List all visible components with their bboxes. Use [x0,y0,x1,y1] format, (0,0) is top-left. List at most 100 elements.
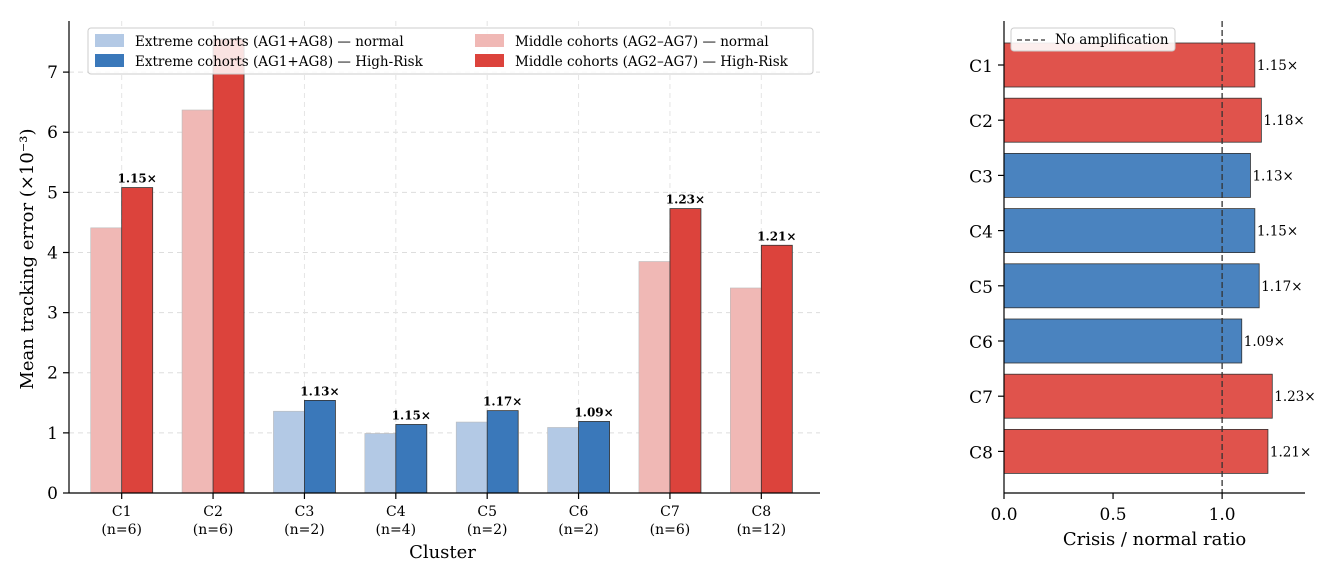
bar-normal-c4 [364,433,397,494]
ratio-bar-c6 [1003,318,1243,364]
bar-normal-c3 [273,410,305,494]
left-y-tick-label: 7 [47,63,58,83]
bar-high-risk-c8 [760,244,793,494]
left-x-axis-label: Cluster [409,542,476,563]
bar-normal-c6 [547,427,579,494]
left-y-ticks: 0 1 2 3 4 5 6 7 [47,63,69,504]
right-y-tick-label: C5 [969,278,993,298]
right-x-tick-label: 0.0 [990,505,1017,525]
left-y-tick-label: 0 [47,484,58,504]
ratio-label-c8: 1.21× [757,229,796,243]
bar-normal-c7 [638,261,671,494]
bar-high-risk-c7 [669,208,702,494]
left-x-tick-sublabel: (n=6) [650,522,691,538]
ratio-label-c7: 1.23× [666,193,705,207]
bar-high-risk-c2 [212,38,245,494]
left-legend-label: Middle cohorts (AG2–AG7) — normal [515,34,769,50]
ratio-bar-c8 [1003,428,1269,474]
bar-normal-c8 [730,287,762,494]
right-y-tick-label: C4 [969,223,993,243]
left-y-tick-label: 5 [47,183,58,203]
ratio-value-c7: 1.23× [1274,389,1315,405]
left-x-ticks: C1 (n=6) C2 (n=6) C3 (n=2) C4 (n=4) C5 (n=2) C6 (n=… [101,493,786,538]
right-bars [1003,42,1273,474]
ratio-bar-c5 [1003,263,1260,309]
ratio-value-c6: 1.09× [1244,334,1285,350]
left-x-tick-sublabel: (n=2) [558,522,599,538]
right-x-axis-label: Crisis / normal ratio [1063,529,1246,550]
ratio-label-c3: 1.13× [300,384,339,398]
bar-normal-c1 [90,227,122,494]
right-x-tick-label: 1.0 [1209,505,1236,525]
right-y-tick-label: C6 [969,333,993,353]
left-y-axis-label: Mean tracking error (×10⁻³) [17,128,38,389]
left-x-tick-label: C5 [477,504,497,520]
right-x-tick-label: 0.5 [1100,505,1127,525]
left-y-tick-label: 1 [47,424,58,444]
left-legend-swatch [475,34,504,47]
bar-normal-c2 [181,109,214,494]
left-x-tick-label: C3 [295,504,315,520]
left-bars [90,38,793,494]
bar-high-risk-c5 [486,410,519,494]
ratio-bar-c4 [1003,208,1256,254]
left-x-tick-sublabel: (n=2) [284,522,325,538]
left-legend-swatch [475,54,504,67]
left-y-tick-label: 4 [47,243,58,263]
left-x-tick-sublabel: (n=4) [376,522,417,538]
left-legend-label: Extreme cohorts (AG1+AG8) — normal [135,34,404,50]
ratio-label-c1: 1.15× [118,172,157,186]
bar-high-risk-c1 [121,187,154,494]
left-x-tick-sublabel: (n=6) [193,522,234,538]
left-x-tick-label: C7 [660,504,680,520]
left-legend-swatch [95,54,124,67]
left-y-tick-label: 6 [47,123,58,143]
left-ratio-labels: 1.15× 1.13× 1.15× 1.17× 1.09× 1.23× 1.21× [118,172,797,423]
left-gridlines [69,21,820,494]
bar-high-risk-c3 [304,400,336,494]
ratio-value-c5: 1.17× [1261,279,1302,295]
right-y-tick-label: C3 [969,167,993,187]
ratio-bar-c7 [1003,373,1273,419]
left-x-tick-sublabel: (n=2) [467,522,508,538]
right-value-labels: 1.15× 1.18× 1.13× 1.15× 1.17× 1.09× 1.23× 1.21× [1244,58,1316,460]
ratio-label-c5: 1.17× [483,395,522,409]
right-legend: No amplification [1010,27,1176,52]
left-y-tick-label: 3 [47,304,58,324]
ratio-value-c8: 1.21× [1270,444,1311,460]
left-x-tick-label: C1 [112,504,132,520]
right-y-tick-label: C8 [969,443,993,463]
right-legend-frame [1010,27,1176,52]
left-legend-frame [87,27,814,75]
right-x-ticks: 0.0 0.5 1.0 [990,493,1236,525]
left-x-tick-label: C4 [386,504,406,520]
right-y-tick-label: C1 [969,57,993,77]
left-x-tick-label: C2 [203,504,223,520]
right-y-tick-label: C7 [969,388,993,408]
left-legend-label: Extreme cohorts (AG1+AG8) — High-Risk [135,54,424,70]
bar-high-risk-c6 [578,421,610,494]
left-x-tick-label: C8 [752,504,772,520]
ratio-value-c4: 1.15× [1257,224,1298,240]
ratio-bar-c3 [1003,152,1251,198]
ratio-label-c4: 1.15× [392,408,431,422]
ratio-label-c6: 1.09× [574,405,613,419]
left-legend-swatch [95,34,124,47]
ratio-value-c2: 1.18× [1263,113,1304,129]
bar-high-risk-c4 [395,424,428,494]
left-legend: Extreme cohorts (AG1+AG8) — normal Extrem… [87,27,814,75]
left-y-tick-label: 2 [47,364,58,384]
right-y-tick-label: C2 [969,112,993,132]
ratio-value-c3: 1.13× [1252,168,1293,184]
tracking-error-bar-chart: 1.15× 1.13× 1.15× 1.17× 1.09× 1.23× 1.21× 0 1 2 3… [17,21,820,563]
ratio-bar-c2 [1003,97,1262,143]
left-x-tick-sublabel: (n=6) [101,522,142,538]
ratio-bar-chart: 1.15× 1.18× 1.13× 1.15× 1.17× 1.09× 1.23× 1.21×… [969,21,1316,550]
left-x-tick-label: C6 [569,504,589,520]
bar-normal-c5 [455,421,488,494]
right-legend-label: No amplification [1055,32,1169,48]
right-y-ticks: C1 C2 C3 C4 C5 C6 C7 C8 [969,57,1004,463]
left-x-tick-sublabel: (n=12) [737,522,787,538]
left-legend-label: Middle cohorts (AG2–AG7) — High-Risk [515,54,789,70]
